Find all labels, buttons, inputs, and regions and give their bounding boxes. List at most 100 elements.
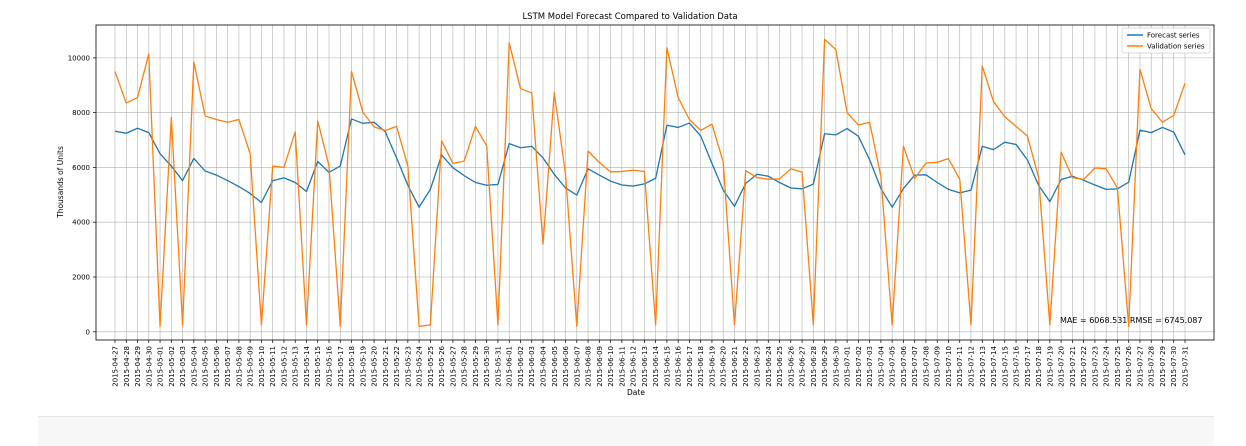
x-tick-label: 2015-05-16: [326, 345, 334, 386]
x-tick-label: 2015-07-26: [1125, 345, 1133, 386]
forecast-series-line: [114, 118, 1186, 208]
x-tick-label: 2015-06-06: [562, 345, 570, 386]
x-tick-label: 2015-07-11: [956, 346, 964, 387]
x-tick-label: 2015-07-06: [900, 345, 908, 386]
x-tick-label: 2015-07-17: [1024, 346, 1032, 387]
y-axis-label: Thousands of Units: [56, 146, 65, 219]
x-tick-label: 2015-05-18: [348, 346, 356, 387]
x-tick-label: 2015-07-19: [1046, 346, 1054, 387]
x-tick-label: 2015-05-17: [337, 346, 345, 387]
series-layer: [114, 38, 1186, 327]
x-tick-label: 2015-06-18: [697, 346, 705, 387]
x-tick-label: 2015-04-28: [123, 346, 131, 387]
legend-validation-label: Validation series: [1147, 43, 1205, 51]
x-tick-label: 2015-06-03: [528, 346, 536, 387]
x-tick-label: 2015-07-10: [945, 346, 953, 387]
x-tick-label: 2015-06-19: [708, 346, 716, 387]
x-tick-label: 2015-05-04: [190, 345, 198, 386]
x-tick-label: 2015-06-23: [754, 346, 762, 387]
x-tick-label: 2015-06-26: [787, 345, 795, 386]
x-tick-label: 2015-06-20: [720, 346, 728, 387]
x-tick-label: 2015-05-26: [438, 345, 446, 386]
error-metrics-annotation: MAE = 6068.531 RMSE = 6745.087: [1060, 316, 1203, 325]
x-tick-label: 2015-05-29: [472, 346, 480, 387]
x-tick-label: 2015-05-20: [371, 346, 379, 387]
y-tick-label: 4000: [72, 219, 90, 227]
x-tick-label: 2015-07-18: [1035, 346, 1043, 387]
x-tick-label: 2015-07-23: [1091, 346, 1099, 387]
x-tick-label: 2015-06-17: [686, 346, 694, 387]
x-tick-label: 2015-05-31: [494, 346, 502, 387]
x-tick-label: 2015-05-15: [314, 346, 322, 387]
x-tick-label: 2015-07-15: [1001, 346, 1009, 387]
x-tick-label: 2015-07-08: [922, 346, 930, 387]
x-tick-label: 2015-07-09: [934, 346, 942, 387]
x-axis-label: Date: [627, 388, 645, 397]
x-tick-label: 2015-07-31: [1182, 346, 1190, 387]
x-tick-label: 2015-07-21: [1069, 346, 1077, 387]
x-tick-label: 2015-06-08: [585, 346, 593, 387]
x-tick-label: 2015-06-22: [742, 346, 750, 387]
y-tick-label: 8000: [72, 109, 90, 117]
x-tick-label: 2015-05-10: [258, 346, 266, 387]
x-tick-label: 2015-05-14: [303, 345, 311, 386]
y-tick-label: 10000: [68, 54, 90, 62]
x-tick-label: 2015-06-02: [517, 346, 525, 387]
x-tick-label: 2015-06-04: [540, 345, 548, 386]
output-scroll-strip: [38, 416, 1214, 446]
x-tick-label: 2015-06-25: [776, 346, 784, 387]
x-tick-label: 2015-05-21: [382, 346, 390, 387]
x-tick-label: 2015-05-25: [427, 346, 435, 387]
x-tick-label: 2015-07-28: [1148, 346, 1156, 387]
x-tick-label: 2015-07-07: [911, 346, 919, 387]
x-tick-label: 2015-06-09: [596, 346, 604, 387]
x-tick-label: 2015-07-27: [1136, 346, 1144, 387]
x-tick-label: 2015-05-22: [393, 346, 401, 387]
x-tick-label: 2015-06-28: [810, 346, 818, 387]
x-tick-label: 2015-06-12: [630, 346, 638, 387]
x-tick-label: 2015-05-28: [461, 346, 469, 387]
legend-box: [1121, 27, 1211, 54]
x-tick-label: 2015-04-30: [145, 346, 153, 387]
x-tick-label: 2015-05-30: [483, 346, 491, 387]
x-tick-label: 2015-04-29: [134, 346, 142, 387]
x-tick-label: 2015-05-02: [168, 346, 176, 387]
x-tick-label: 2015-07-24: [1103, 345, 1111, 386]
x-tick-label: 2015-06-13: [641, 346, 649, 387]
y-tick-label: 6000: [72, 164, 90, 172]
x-tick-label: 2015-07-29: [1159, 346, 1167, 387]
x-tick-label: 2015-06-05: [551, 346, 559, 387]
x-tick-label: 2015-05-13: [292, 346, 300, 387]
y-tick-label: 2000: [72, 274, 90, 282]
x-tick-label: 2015-07-01: [844, 346, 852, 387]
grid-layer: [96, 25, 1214, 340]
chart-title: LSTM Model Forecast Compared to Validati…: [522, 12, 737, 22]
x-tick-label: 2015-06-14: [652, 345, 660, 386]
x-tick-label: 2015-06-24: [765, 345, 773, 386]
x-tick-label: 2015-06-07: [573, 346, 581, 387]
x-tick-label: 2015-04-27: [112, 346, 120, 387]
y-axis-ticks: 0 2000 4000 6000 8000 10000: [68, 54, 96, 336]
x-tick-label: 2015-07-13: [979, 346, 987, 387]
x-tick-label: 2015-07-04: [877, 345, 885, 386]
x-tick-label: 2015-05-12: [280, 346, 288, 387]
x-tick-label: 2015-06-16: [675, 345, 683, 386]
x-tick-label: 2015-07-25: [1114, 346, 1122, 387]
x-tick-label: 2015-05-23: [404, 346, 412, 387]
x-tick-label: 2015-05-05: [202, 346, 210, 387]
x-tick-label: 2015-05-19: [359, 346, 367, 387]
legend-forecast-label: Forecast series: [1147, 32, 1200, 40]
x-tick-label: 2015-05-27: [449, 346, 457, 387]
x-tick-label: 2015-06-10: [607, 346, 615, 387]
x-tick-label: 2015-07-12: [968, 346, 976, 387]
x-tick-label: 2015-06-01: [506, 346, 514, 387]
x-tick-label: 2015-05-03: [179, 346, 187, 387]
x-tick-label: 2015-07-22: [1080, 346, 1088, 387]
validation-series-line: [114, 38, 1186, 327]
x-tick-label: 2015-06-30: [832, 346, 840, 387]
x-tick-label: 2015-05-24: [416, 345, 424, 386]
x-tick-label: 2015-07-03: [866, 346, 874, 387]
x-tick-label: 2015-05-06: [213, 345, 221, 386]
x-tick-label: 2015-06-11: [618, 346, 626, 387]
